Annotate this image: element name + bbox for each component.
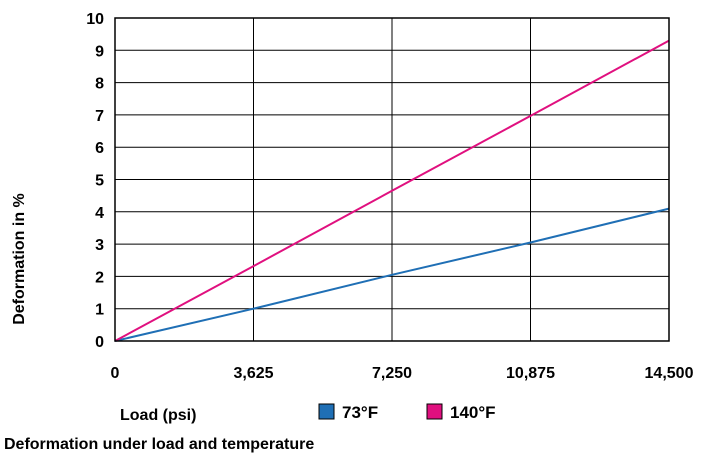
y-tick-label: 9: [95, 43, 104, 60]
legend-label: 73°F: [342, 403, 378, 422]
y-tick-label: 6: [95, 140, 104, 157]
x-tick-label: 0: [111, 365, 120, 382]
legend: 73°F 140°F: [318, 403, 496, 422]
x-tick-label: 7,250: [372, 365, 412, 382]
grid: [114, 17, 670, 342]
y-tick-label: 8: [95, 76, 104, 93]
legend-swatch: [426, 403, 443, 420]
y-tick-label: 4: [95, 205, 104, 222]
x-tick-label: 14,500: [645, 365, 694, 382]
chart-caption: Deformation under load and temperature: [4, 436, 314, 453]
y-tick-label: 2: [95, 269, 104, 286]
x-tick-label: 10,875: [506, 365, 555, 382]
y-tick-label: 7: [95, 108, 104, 125]
y-tick-label: 3: [95, 237, 104, 254]
y-tick-label: 0: [95, 334, 104, 351]
series-line: [114, 39, 670, 342]
legend-swatch: [318, 403, 335, 420]
series-lines: [114, 39, 670, 342]
plot-area-border: [114, 17, 670, 342]
y-tick-label: 5: [95, 173, 104, 190]
x-axis-ticks: 0 3,625 7,250 10,875 14,500: [111, 365, 694, 382]
series-line: [114, 207, 670, 342]
y-axis-ticks: 0 1 2 3 4 5 6 7 8 9 10: [86, 11, 104, 351]
y-tick-label: 1: [95, 302, 104, 319]
y-tick-label: 10: [86, 11, 104, 28]
x-axis-title: Load (psi): [120, 407, 196, 424]
legend-label: 140°F: [450, 403, 496, 422]
x-tick-label: 3,625: [233, 365, 273, 382]
y-axis-title: Deformation in %: [11, 193, 28, 325]
